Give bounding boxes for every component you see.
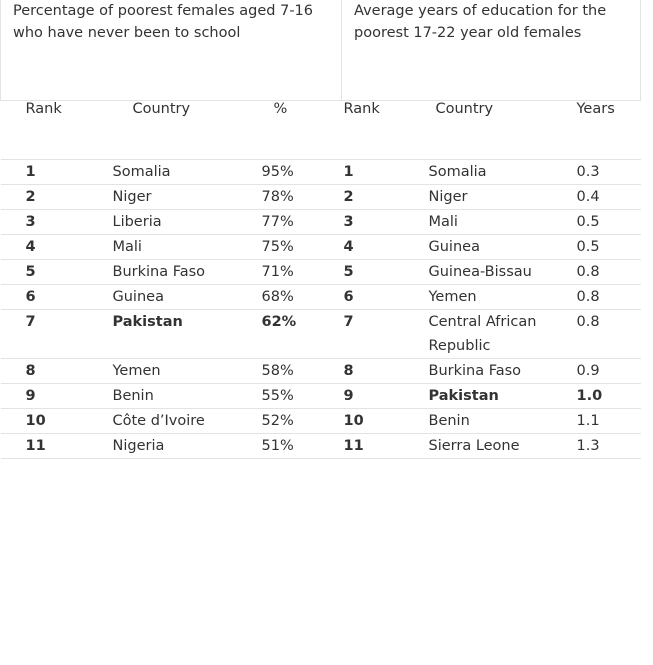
cell-percent: 55%: [261, 383, 342, 409]
cell-country-right: Central African Republic: [428, 309, 573, 359]
cell-country-left: Burkina Faso: [112, 259, 262, 285]
table-row: 9 Benin 55% 9 Pakistan 1.0: [0, 383, 641, 409]
cell-rank-left: 5: [0, 259, 113, 285]
education-ranking-table: Percentage of poorest females aged 7-16 …: [0, 0, 642, 459]
cell-rank-right: 9: [341, 383, 429, 409]
cell-country-right: Sierra Leone: [428, 433, 573, 459]
cell-years: 1.0: [572, 383, 641, 409]
cell-rank-right: 10: [341, 408, 429, 434]
table-row: 4 Mali 75% 4 Guinea 0.5: [0, 234, 641, 260]
cell-rank-left: 10: [0, 408, 113, 434]
cell-rank-left: 3: [0, 209, 113, 235]
cell-percent: 62%: [261, 309, 342, 359]
cell-rank-right: 8: [341, 358, 429, 384]
cell-rank-right: 5: [341, 259, 429, 285]
cell-rank-right: 7: [341, 309, 429, 359]
header-rank-right: Rank: [341, 100, 429, 160]
cell-rank-left: 11: [0, 433, 113, 459]
cell-percent: 52%: [261, 408, 342, 434]
table-row: 7 Pakistan 62% 7 Central African Republic 0.8: [0, 309, 641, 359]
cell-rank-left: 4: [0, 234, 113, 260]
cell-rank-right: 2: [341, 184, 429, 210]
cell-years: 0.8: [572, 259, 641, 285]
cell-rank-right: 3: [341, 209, 429, 235]
table-body: 1 Somalia 95% 1 Somalia 0.3 2 Niger 78% 2 Niger 0.4…: [0, 159, 641, 459]
cell-country-left: Somalia: [112, 159, 262, 185]
caption-right: Average years of education for the poore…: [341, 0, 642, 101]
table-row: 10 Côte d’Ivoire 52% 10 Benin 1.1: [0, 408, 641, 434]
cell-country-left: Benin: [112, 383, 262, 409]
cell-years: 0.5: [572, 234, 641, 260]
header-row: Rank Country % Rank Country Years: [0, 100, 641, 160]
cell-country-right: Somalia: [428, 159, 573, 185]
cell-years: 0.4: [572, 184, 641, 210]
cell-years: 0.9: [572, 358, 641, 384]
cell-country-right: Yemen: [428, 284, 573, 310]
cell-years: 0.8: [572, 284, 641, 310]
table-row: 2 Niger 78% 2 Niger 0.4: [0, 184, 641, 210]
cell-country-left: Guinea: [112, 284, 262, 310]
header-years: Years: [572, 100, 641, 160]
cell-rank-right: 6: [341, 284, 429, 310]
cell-percent: 77%: [261, 209, 342, 235]
table-row: 8 Yemen 58% 8 Burkina Faso 0.9: [0, 358, 641, 384]
cell-years: 0.5: [572, 209, 641, 235]
cell-years: 1.3: [572, 433, 641, 459]
cell-country-left: Côte d’Ivoire: [112, 408, 262, 434]
cell-rank-left: 2: [0, 184, 113, 210]
cell-rank-left: 7: [0, 309, 113, 359]
cell-country-left: Mali: [112, 234, 262, 260]
cell-years: 0.8: [572, 309, 641, 359]
cell-country-right: Burkina Faso: [428, 358, 573, 384]
table-row: 1 Somalia 95% 1 Somalia 0.3: [0, 159, 641, 185]
cell-rank-right: 1: [341, 159, 429, 185]
cell-country-left: Liberia: [112, 209, 262, 235]
table-row: 6 Guinea 68% 6 Yemen 0.8: [0, 284, 641, 310]
cell-percent: 75%: [261, 234, 342, 260]
cell-rank-left: 1: [0, 159, 113, 185]
header-rank-left: Rank: [0, 100, 113, 160]
cell-country-left: Nigeria: [112, 433, 262, 459]
caption-left: Percentage of poorest females aged 7-16 …: [0, 0, 342, 101]
cell-country-left: Niger: [112, 184, 262, 210]
cell-rank-right: 4: [341, 234, 429, 260]
cell-percent: 95%: [261, 159, 342, 185]
cell-percent: 68%: [261, 284, 342, 310]
table-row: 5 Burkina Faso 71% 5 Guinea-Bissau 0.8: [0, 259, 641, 285]
cell-country-right: Guinea-Bissau: [428, 259, 573, 285]
cell-years: 0.3: [572, 159, 641, 185]
cell-country-right: Pakistan: [428, 383, 573, 409]
caption-row: Percentage of poorest females aged 7-16 …: [0, 0, 642, 101]
header-country-left: Country: [112, 100, 262, 160]
cell-years: 1.1: [572, 408, 641, 434]
cell-country-right: Niger: [428, 184, 573, 210]
cell-country-right: Mali: [428, 209, 573, 235]
cell-rank-left: 8: [0, 358, 113, 384]
table-row: 3 Liberia 77% 3 Mali 0.5: [0, 209, 641, 235]
cell-country-left: Yemen: [112, 358, 262, 384]
cell-rank-left: 6: [0, 284, 113, 310]
cell-percent: 78%: [261, 184, 342, 210]
cell-percent: 51%: [261, 433, 342, 459]
cell-country-right: Guinea: [428, 234, 573, 260]
header-country-right: Country: [428, 100, 573, 160]
cell-percent: 58%: [261, 358, 342, 384]
cell-rank-left: 9: [0, 383, 113, 409]
cell-rank-right: 11: [341, 433, 429, 459]
table-row: 11 Nigeria 51% 11 Sierra Leone 1.3: [0, 433, 641, 459]
cell-country-left: Pakistan: [112, 309, 262, 359]
cell-country-right: Benin: [428, 408, 573, 434]
cell-percent: 71%: [261, 259, 342, 285]
header-percent: %: [261, 100, 342, 160]
